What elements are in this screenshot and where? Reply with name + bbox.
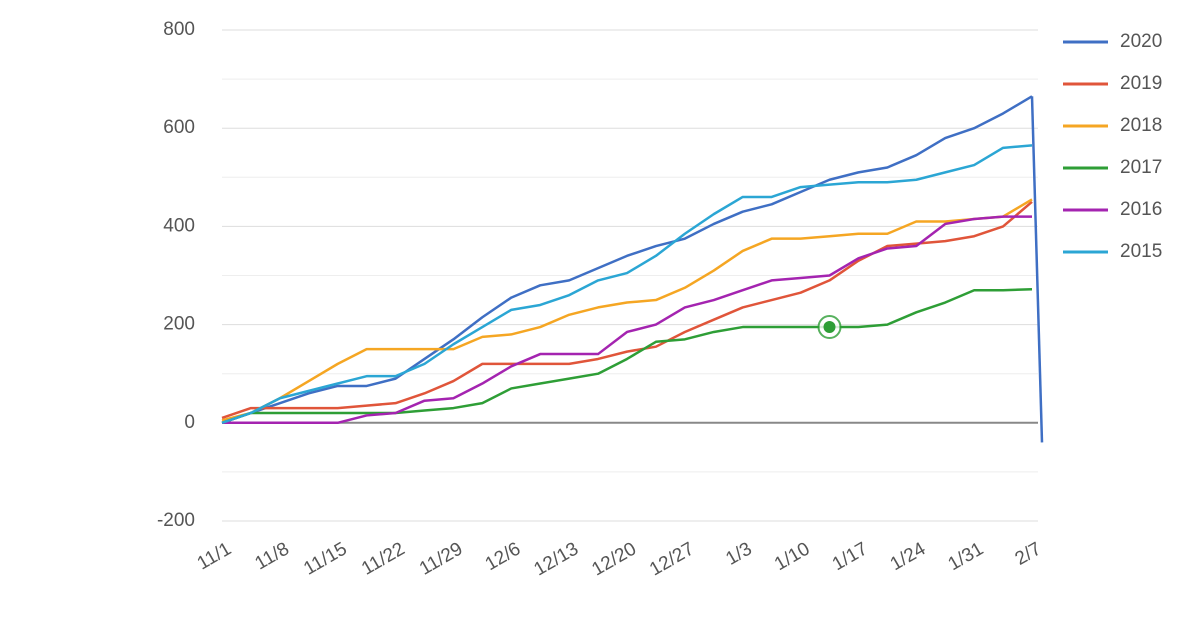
legend-label: 2018	[1120, 115, 1162, 136]
legend-label: 2020	[1120, 31, 1162, 52]
x-tick-label: 2/7	[1012, 538, 1045, 569]
x-tick-label: 11/22	[358, 538, 408, 579]
y-tick-label: 600	[163, 117, 195, 138]
x-tick-label: 11/1	[194, 538, 235, 574]
series-line	[221, 95, 1033, 424]
legend-label: 2017	[1120, 157, 1162, 178]
y-tick-label: 800	[163, 19, 195, 40]
x-tick-label: 12/27	[646, 538, 698, 580]
x-tick-label: 12/6	[482, 538, 525, 575]
y-tick-label: -200	[157, 510, 195, 531]
series-drop	[1030, 96, 1044, 443]
y-tick-label: 200	[163, 314, 195, 335]
series-line	[221, 200, 1033, 420]
series-line	[221, 144, 1033, 424]
x-tick-label: 1/31	[945, 538, 988, 575]
x-tick-label: 1/3	[722, 538, 755, 569]
x-tick-label: 12/13	[530, 538, 582, 580]
series-line	[222, 215, 1032, 425]
series-line	[221, 198, 1033, 422]
y-tick-label: 400	[163, 215, 195, 236]
x-tick-label: 11/29	[416, 538, 466, 579]
legend-label: 2019	[1120, 73, 1162, 94]
legend-label: 2015	[1120, 241, 1162, 262]
x-tick-label: 11/8	[252, 538, 293, 574]
x-tick-label: 1/17	[829, 538, 872, 575]
x-tick-label: 1/24	[887, 538, 930, 575]
highlight-point	[823, 321, 836, 334]
x-tick-label: 12/20	[588, 538, 640, 580]
y-tick-label: 0	[184, 412, 195, 433]
series-line	[221, 287, 1033, 424]
legend-label: 2016	[1120, 199, 1162, 220]
x-tick-label: 11/15	[300, 538, 350, 579]
x-tick-label: 1/10	[771, 538, 814, 575]
